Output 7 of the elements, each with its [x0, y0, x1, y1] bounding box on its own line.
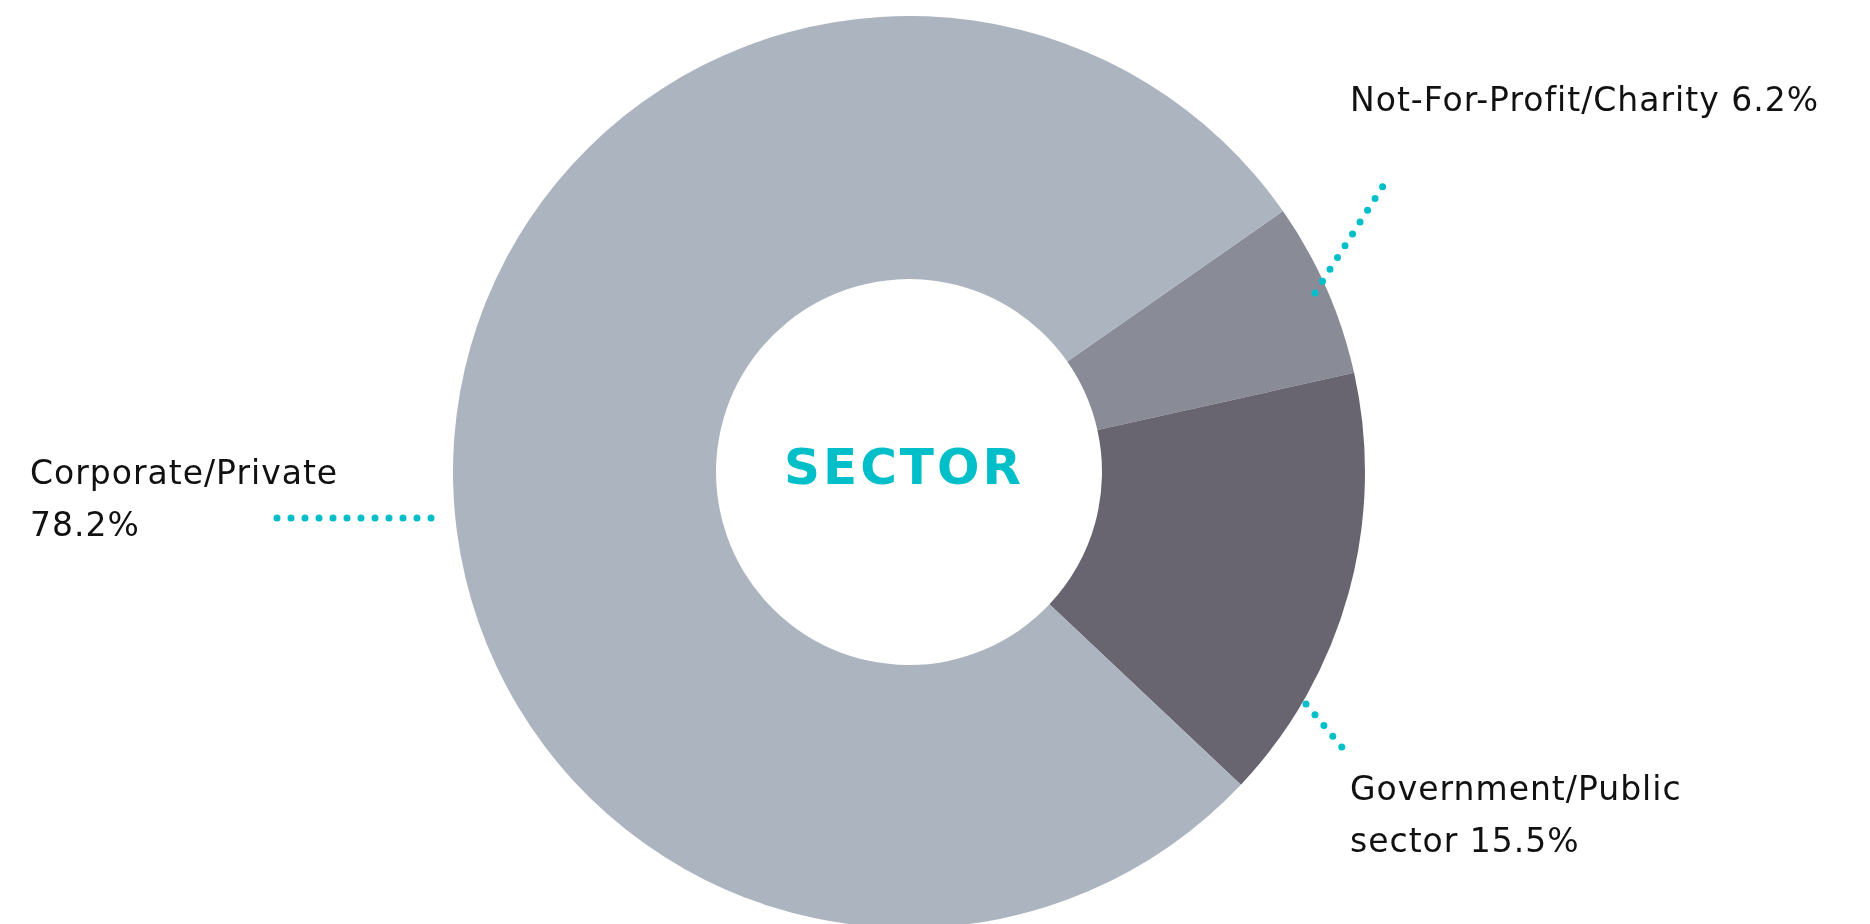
data-label: 15.5% — [1469, 821, 1580, 860]
data-label: 78.2% — [30, 505, 140, 544]
slice-label: Corporate/Private — [30, 453, 339, 492]
data-label: 6.2% — [1731, 80, 1819, 119]
text: SECTOR — [784, 438, 1024, 496]
slice-label: Not-For-Profit/Charity — [1350, 80, 1720, 119]
donut-slice — [1067, 211, 1355, 431]
